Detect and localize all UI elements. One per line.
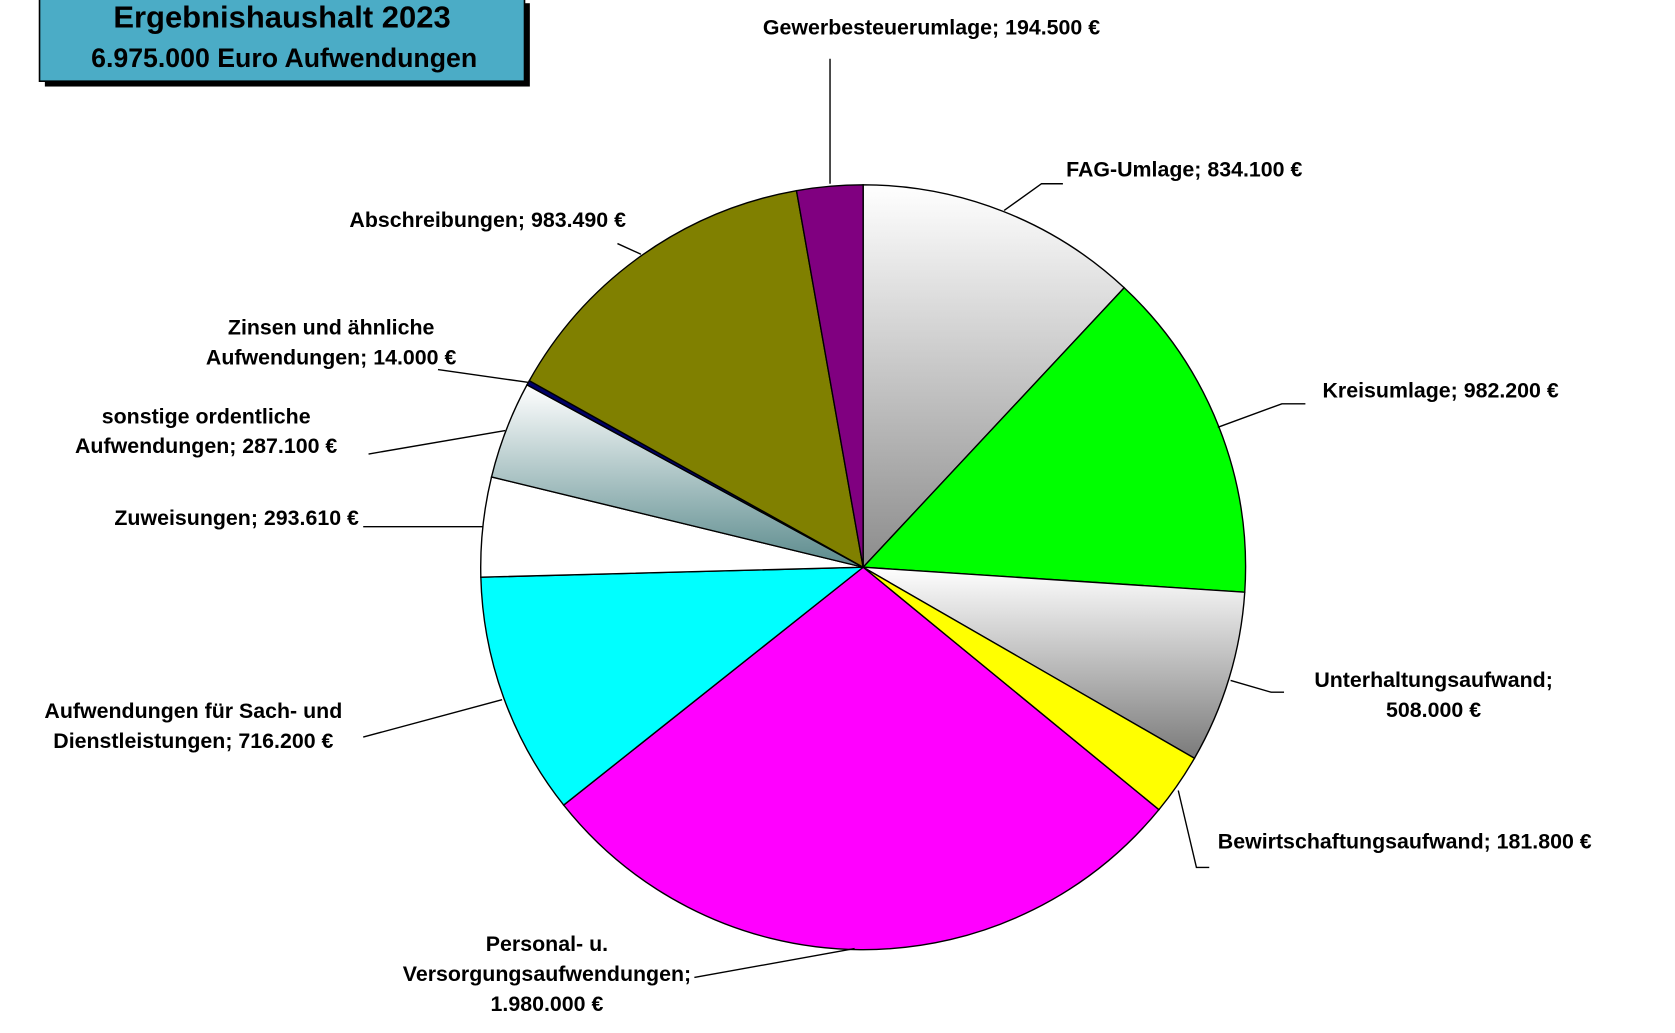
slice-label: Zinsen und ähnliche — [228, 316, 435, 340]
leader-line — [363, 699, 503, 738]
title-background — [38, 0, 526, 82]
slice-label: FAG-Umlage; 834.100 € — [1066, 158, 1302, 182]
slice-label: Zuweisungen; 293.610 € — [114, 506, 359, 530]
leader-line — [437, 368, 529, 384]
chart-subtitle: 6.975.000 Euro Aufwendungen — [91, 43, 477, 73]
slice-label: Aufwendungen; 287.100 € — [75, 434, 337, 458]
title-box: Ergebnishaushalt 2023 6.975.000 Euro Auf… — [38, 0, 530, 87]
leader-line — [1230, 679, 1285, 693]
pie-slice — [795, 184, 864, 568]
leader-line — [1003, 183, 1063, 212]
slice-label: 508.000 € — [1386, 698, 1481, 722]
pie-slice — [528, 189, 865, 569]
slice-label: 1.980.000 € — [491, 992, 604, 1016]
leader-line — [694, 947, 855, 979]
pie-slice — [480, 566, 866, 807]
pie-slice — [862, 184, 1126, 570]
leader-line — [617, 242, 642, 255]
leader-line — [1177, 790, 1210, 869]
pie-slice — [562, 566, 1160, 951]
slice-label: Kreisumlage; 982.200 € — [1322, 379, 1558, 403]
pie-slice — [862, 566, 1246, 760]
slice-label: Unterhaltungsaufwand; — [1314, 668, 1553, 692]
slice-label: Aufwendungen; 14.000 € — [206, 346, 457, 370]
leader-line — [1217, 403, 1306, 428]
chart-title: Ergebnishaushalt 2023 — [113, 0, 450, 34]
slice-label: Abschreibungen; 983.490 € — [349, 208, 626, 232]
slice-label: Personal- u. — [486, 932, 608, 956]
slice-label: Dienstleistungen; 716.200 € — [53, 729, 333, 753]
slice-label: Gewerbesteuerumlage; 194.500 € — [763, 15, 1100, 39]
slice-label: Versorgungsaufwendungen; — [403, 962, 691, 986]
slice-label: Aufwendungen für Sach- und — [44, 699, 342, 723]
leader-line — [368, 429, 506, 455]
slice-label: sonstige ordentliche — [102, 404, 311, 428]
slice-label: Bewirtschaftungsaufwand; 181.800 € — [1218, 829, 1592, 853]
